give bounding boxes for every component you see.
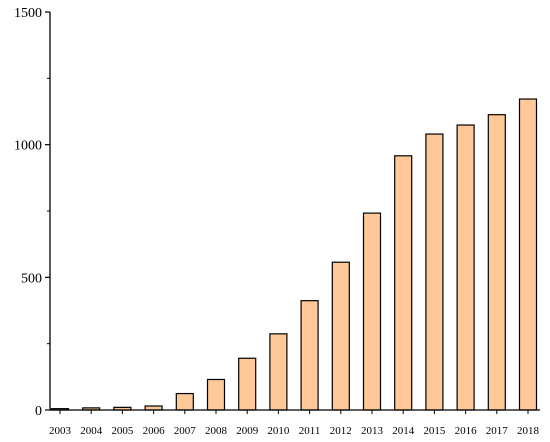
bar-2012 xyxy=(331,261,350,411)
x-tick-label: 2018 xyxy=(517,425,540,437)
bar-2015 xyxy=(425,133,444,411)
bar-2010 xyxy=(269,333,288,411)
x-tick-label: 2010 xyxy=(267,425,290,437)
x-ticks-group: 2003 2004 2005 2006 2007 2008 2009 2010 2011 2012… xyxy=(49,410,540,437)
bar-2009 xyxy=(238,357,257,411)
x-tick-label: 2012 xyxy=(330,425,352,437)
x-tick-label: 2005 xyxy=(111,425,134,437)
x-tick-label: 2015 xyxy=(423,425,446,437)
y-tick-label: 0 xyxy=(35,404,42,419)
y-tick-label: 500 xyxy=(21,271,42,286)
x-tick-label: 2011 xyxy=(299,425,321,437)
x-tick-label: 2008 xyxy=(205,425,228,437)
y-ticks-group: 0 500 1000 1500 xyxy=(14,6,50,419)
x-tick-label: 2003 xyxy=(49,425,72,437)
bars-group xyxy=(50,98,538,411)
bar-2017 xyxy=(487,114,506,411)
x-tick-label: 2013 xyxy=(361,425,384,437)
bar-2007 xyxy=(175,392,194,411)
x-tick-label: 2017 xyxy=(486,425,509,437)
bar-2014 xyxy=(394,155,413,411)
bar-2018 xyxy=(518,98,538,411)
bar-2011 xyxy=(300,300,319,411)
x-tick-label: 2006 xyxy=(143,425,166,437)
x-tick-label: 2007 xyxy=(174,425,197,437)
x-tick-label: 2014 xyxy=(392,425,415,437)
y-tick-label: 1500 xyxy=(14,6,42,21)
bar-2016 xyxy=(456,124,475,411)
x-tick-label: 2004 xyxy=(80,425,103,437)
bar-2013 xyxy=(362,212,382,411)
bar-2008 xyxy=(206,378,226,411)
x-tick-label: 2016 xyxy=(455,425,478,437)
x-tick-label: 2009 xyxy=(236,425,259,437)
y-tick-label: 1000 xyxy=(14,139,42,154)
